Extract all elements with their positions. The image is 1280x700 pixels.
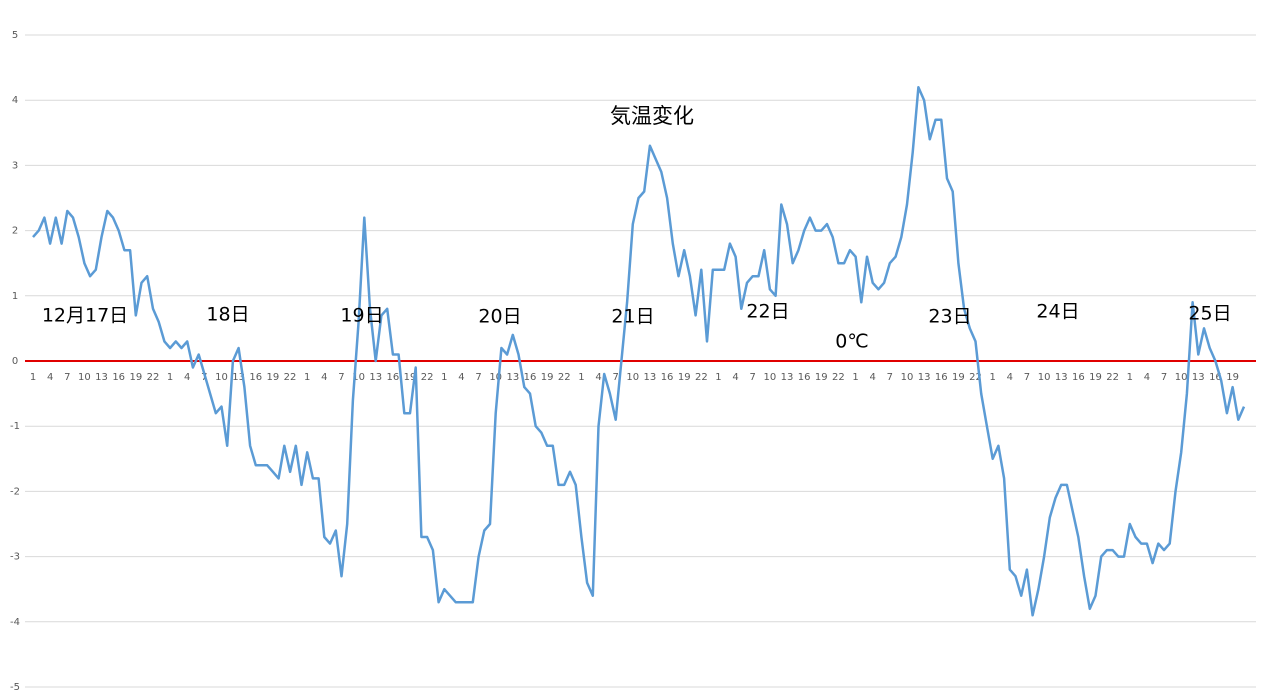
x-tick-label: 4 <box>1007 372 1013 383</box>
x-tick-label: 1 <box>715 372 721 383</box>
x-tick-label: 4 <box>458 372 464 383</box>
x-tick-label: 13 <box>644 372 657 383</box>
x-tick-label: 19 <box>267 372 280 383</box>
y-tick-label: 4 <box>12 95 18 106</box>
x-tick-label: 16 <box>387 372 400 383</box>
x-tick-label: 10 <box>78 372 91 383</box>
x-tick-label: 22 <box>147 372 160 383</box>
annotation: 20日 <box>478 306 521 328</box>
x-tick-label: 4 <box>732 372 738 383</box>
x-tick-label: 19 <box>815 372 828 383</box>
x-tick-label: 19 <box>952 372 965 383</box>
x-tick-label: 22 <box>558 372 571 383</box>
x-tick-label: 16 <box>1209 372 1222 383</box>
annotation: 18日 <box>206 304 249 326</box>
x-tick-label: 4 <box>184 372 190 383</box>
x-tick-label: 13 <box>506 372 519 383</box>
y-tick-label: 2 <box>12 226 18 237</box>
x-tick-label: 7 <box>887 372 893 383</box>
y-tick-label: -2 <box>10 486 20 497</box>
x-tick-label: 10 <box>489 372 502 383</box>
x-tick-label: 7 <box>338 372 344 383</box>
annotation: 24日 <box>1036 301 1079 323</box>
x-tick-label: 13 <box>232 372 245 383</box>
x-tick-label: 4 <box>321 372 327 383</box>
annotation: 25日 <box>1188 303 1231 325</box>
x-tick-label: 4 <box>870 372 876 383</box>
y-tick-label: -4 <box>10 617 20 628</box>
x-tick-label: 7 <box>750 372 756 383</box>
y-tick-label: 1 <box>12 291 18 302</box>
x-tick-label: 7 <box>475 372 481 383</box>
x-tick-label: 16 <box>249 372 262 383</box>
annotation: 21日 <box>611 306 654 328</box>
x-tick-label: 1 <box>441 372 447 383</box>
x-tick-label: 16 <box>1072 372 1085 383</box>
x-tick-label: 22 <box>1106 372 1119 383</box>
y-tick-label: -5 <box>10 682 20 693</box>
x-tick-label: 16 <box>798 372 811 383</box>
x-tick-label: 19 <box>678 372 691 383</box>
x-tick-label: 10 <box>1175 372 1188 383</box>
x-tick-label: 22 <box>969 372 982 383</box>
x-tick-label: 1 <box>852 372 858 383</box>
x-tick-label: 13 <box>369 372 382 383</box>
x-tick-label: 1 <box>578 372 584 383</box>
annotation: 0℃ <box>835 331 868 353</box>
x-tick-label: 19 <box>404 372 417 383</box>
x-tick-label: 1 <box>989 372 995 383</box>
x-tick-label: 22 <box>695 372 708 383</box>
x-tick-label: 16 <box>661 372 674 383</box>
x-tick-label: 16 <box>112 372 125 383</box>
y-tick-label: -1 <box>10 421 20 432</box>
x-tick-label: 10 <box>1038 372 1051 383</box>
x-tick-label: 22 <box>284 372 297 383</box>
x-tick-label: 10 <box>764 372 777 383</box>
annotation: 23日 <box>928 306 971 328</box>
y-tick-label: 3 <box>12 160 18 171</box>
x-tick-label: 1 <box>304 372 310 383</box>
x-tick-label: 13 <box>781 372 794 383</box>
y-tick-label: -3 <box>10 552 20 563</box>
x-tick-label: 16 <box>524 372 537 383</box>
x-tick-label: 13 <box>95 372 108 383</box>
x-tick-label: 1 <box>30 372 36 383</box>
x-tick-label: 7 <box>1161 372 1167 383</box>
annotation: 22日 <box>746 301 789 323</box>
x-tick-label: 13 <box>1055 372 1068 383</box>
x-tick-label: 4 <box>47 372 53 383</box>
y-tick-label: 0 <box>12 356 18 367</box>
x-tick-label: 10 <box>215 372 228 383</box>
x-tick-label: 1 <box>1127 372 1133 383</box>
x-tick-label: 10 <box>352 372 365 383</box>
x-tick-label: 19 <box>1226 372 1239 383</box>
x-tick-label: 22 <box>832 372 845 383</box>
chart-title: 気温変化 <box>610 104 694 128</box>
annotation: 12月17日 <box>42 305 128 327</box>
x-tick-label: 19 <box>129 372 142 383</box>
x-tick-label: 10 <box>626 372 639 383</box>
x-tick-label: 1 <box>167 372 173 383</box>
x-tick-label: 13 <box>1192 372 1205 383</box>
y-tick-label: 5 <box>12 30 18 41</box>
x-tick-label: 7 <box>612 372 618 383</box>
x-tick-label: 16 <box>935 372 948 383</box>
x-tick-label: 19 <box>541 372 554 383</box>
x-tick-label: 7 <box>1024 372 1030 383</box>
annotation: 19日 <box>340 305 383 327</box>
x-tick-label: 4 <box>1144 372 1150 383</box>
x-tick-label: 22 <box>421 372 434 383</box>
x-tick-label: 13 <box>918 372 931 383</box>
x-tick-label: 7 <box>64 372 70 383</box>
x-tick-label: 10 <box>901 372 914 383</box>
x-tick-label: 4 <box>595 372 601 383</box>
x-tick-label: 19 <box>1089 372 1102 383</box>
temperature-line <box>32 85 1246 617</box>
